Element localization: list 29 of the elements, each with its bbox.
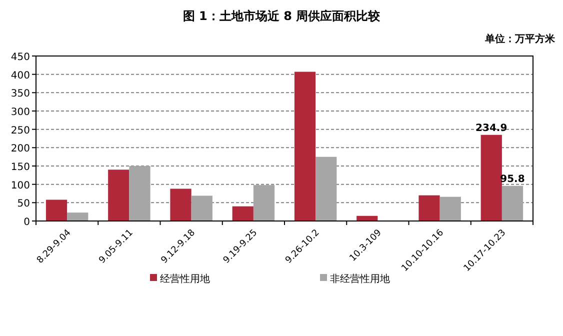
legend-label: 非经营性用地 [330,273,390,285]
bar [418,195,440,221]
legend-label: 经营性用地 [160,273,210,285]
y-tick-label: 100 [10,180,30,192]
y-tick-label: 50 [17,198,30,210]
bar [46,200,68,221]
bar [170,188,192,221]
y-tick-label: 450 [10,52,30,63]
y-tick-label: 0 [24,217,30,228]
bar [294,72,316,221]
bar [232,206,254,221]
bar [480,134,502,221]
y-tick-label: 400 [10,70,30,82]
y-tick-label: 250 [10,125,30,136]
bar [67,212,88,221]
chart-subtitle: 单位：万平方米 [484,33,556,45]
bar [253,185,275,221]
bar [316,156,337,221]
y-tick-label: 150 [10,162,30,173]
bar [191,196,212,221]
y-tick-label: 300 [10,107,30,118]
y-tick-label: 350 [10,88,30,100]
bar [502,186,524,221]
bar [108,170,130,221]
data-label: 234.9 [476,122,508,134]
y-tick-label: 200 [10,144,30,155]
bar [440,196,461,221]
chart-title: 图 1：土地市场近 8 周供应面积比较 [182,9,382,23]
bar [129,166,150,221]
